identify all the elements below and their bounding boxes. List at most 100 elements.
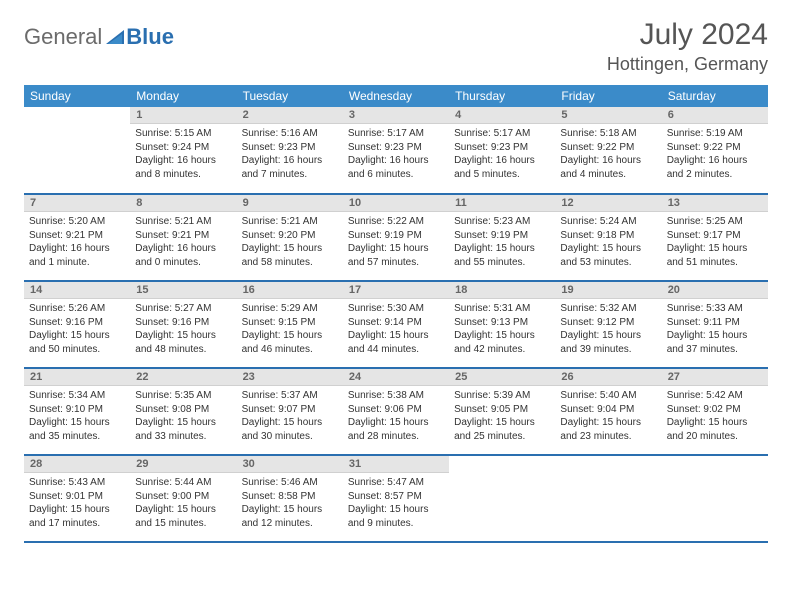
calendar-cell: 27Sunrise: 5:42 AMSunset: 9:02 PMDayligh… (662, 368, 768, 455)
sunrise-line: Sunrise: 5:43 AM (29, 476, 125, 490)
sunrise-line: Sunrise: 5:37 AM (242, 389, 338, 403)
day-details: Sunrise: 5:16 AMSunset: 9:23 PMDaylight:… (237, 124, 343, 184)
weekday-header: Friday (555, 85, 661, 107)
sunset-line: Sunset: 9:20 PM (242, 229, 338, 243)
day-number: 8 (130, 195, 236, 212)
calendar-cell: 10Sunrise: 5:22 AMSunset: 9:19 PMDayligh… (343, 194, 449, 281)
sunset-line: Sunset: 9:00 PM (135, 490, 231, 504)
logo-triangle-icon (106, 30, 124, 44)
sunrise-line: Sunrise: 5:39 AM (454, 389, 550, 403)
day-details: Sunrise: 5:20 AMSunset: 9:21 PMDaylight:… (24, 212, 130, 272)
logo-text-1: General (24, 24, 102, 50)
day-details: Sunrise: 5:46 AMSunset: 8:58 PMDaylight:… (237, 473, 343, 533)
day-number: 29 (130, 456, 236, 473)
calendar-cell: 8Sunrise: 5:21 AMSunset: 9:21 PMDaylight… (130, 194, 236, 281)
calendar-cell: 17Sunrise: 5:30 AMSunset: 9:14 PMDayligh… (343, 281, 449, 368)
sunrise-line: Sunrise: 5:26 AM (29, 302, 125, 316)
sunset-line: Sunset: 9:07 PM (242, 403, 338, 417)
sunset-line: Sunset: 9:23 PM (242, 141, 338, 155)
day-number: 12 (555, 195, 661, 212)
day-details: Sunrise: 5:27 AMSunset: 9:16 PMDaylight:… (130, 299, 236, 359)
calendar-cell: 19Sunrise: 5:32 AMSunset: 9:12 PMDayligh… (555, 281, 661, 368)
calendar-cell: 30Sunrise: 5:46 AMSunset: 8:58 PMDayligh… (237, 455, 343, 542)
day-number: 28 (24, 456, 130, 473)
sunset-line: Sunset: 9:10 PM (29, 403, 125, 417)
sunrise-line: Sunrise: 5:46 AM (242, 476, 338, 490)
day-number: 3 (343, 107, 449, 124)
day-details: Sunrise: 5:22 AMSunset: 9:19 PMDaylight:… (343, 212, 449, 272)
daylight-line: Daylight: 16 hours and 0 minutes. (135, 242, 231, 269)
day-number: 14 (24, 282, 130, 299)
weekday-header: Sunday (24, 85, 130, 107)
daylight-line: Daylight: 15 hours and 58 minutes. (242, 242, 338, 269)
day-number: 22 (130, 369, 236, 386)
sunrise-line: Sunrise: 5:31 AM (454, 302, 550, 316)
calendar-cell (555, 455, 661, 542)
weekday-header: Thursday (449, 85, 555, 107)
day-details: Sunrise: 5:35 AMSunset: 9:08 PMDaylight:… (130, 386, 236, 446)
day-number: 6 (662, 107, 768, 124)
daylight-line: Daylight: 15 hours and 51 minutes. (667, 242, 763, 269)
daylight-line: Daylight: 15 hours and 30 minutes. (242, 416, 338, 443)
sunrise-line: Sunrise: 5:21 AM (135, 215, 231, 229)
daylight-line: Daylight: 15 hours and 15 minutes. (135, 503, 231, 530)
sunset-line: Sunset: 9:02 PM (667, 403, 763, 417)
daylight-line: Daylight: 15 hours and 53 minutes. (560, 242, 656, 269)
sunset-line: Sunset: 9:23 PM (454, 141, 550, 155)
daylight-line: Daylight: 16 hours and 8 minutes. (135, 154, 231, 181)
calendar-cell (24, 107, 130, 194)
sunset-line: Sunset: 9:18 PM (560, 229, 656, 243)
calendar-cell (662, 455, 768, 542)
calendar-table: Sunday Monday Tuesday Wednesday Thursday… (24, 85, 768, 543)
day-details: Sunrise: 5:26 AMSunset: 9:16 PMDaylight:… (24, 299, 130, 359)
day-number: 2 (237, 107, 343, 124)
day-details: Sunrise: 5:17 AMSunset: 9:23 PMDaylight:… (449, 124, 555, 184)
logo: General Blue (24, 18, 174, 50)
weekday-header-row: Sunday Monday Tuesday Wednesday Thursday… (24, 85, 768, 107)
day-details: Sunrise: 5:43 AMSunset: 9:01 PMDaylight:… (24, 473, 130, 533)
day-details: Sunrise: 5:18 AMSunset: 9:22 PMDaylight:… (555, 124, 661, 184)
calendar-cell: 18Sunrise: 5:31 AMSunset: 9:13 PMDayligh… (449, 281, 555, 368)
sunrise-line: Sunrise: 5:21 AM (242, 215, 338, 229)
day-details: Sunrise: 5:39 AMSunset: 9:05 PMDaylight:… (449, 386, 555, 446)
day-number: 31 (343, 456, 449, 473)
sunrise-line: Sunrise: 5:15 AM (135, 127, 231, 141)
sunset-line: Sunset: 9:23 PM (348, 141, 444, 155)
calendar-cell (449, 455, 555, 542)
day-details: Sunrise: 5:34 AMSunset: 9:10 PMDaylight:… (24, 386, 130, 446)
header: General Blue July 2024 Hottingen, German… (24, 18, 768, 75)
day-number: 15 (130, 282, 236, 299)
day-number: 5 (555, 107, 661, 124)
day-details: Sunrise: 5:21 AMSunset: 9:21 PMDaylight:… (130, 212, 236, 272)
weekday-header: Monday (130, 85, 236, 107)
daylight-line: Daylight: 15 hours and 37 minutes. (667, 329, 763, 356)
sunset-line: Sunset: 9:24 PM (135, 141, 231, 155)
sunset-line: Sunset: 9:17 PM (667, 229, 763, 243)
sunrise-line: Sunrise: 5:34 AM (29, 389, 125, 403)
title-block: July 2024 Hottingen, Germany (607, 18, 768, 75)
day-details: Sunrise: 5:23 AMSunset: 9:19 PMDaylight:… (449, 212, 555, 272)
day-details: Sunrise: 5:29 AMSunset: 9:15 PMDaylight:… (237, 299, 343, 359)
sunset-line: Sunset: 9:16 PM (29, 316, 125, 330)
calendar-cell: 25Sunrise: 5:39 AMSunset: 9:05 PMDayligh… (449, 368, 555, 455)
sunrise-line: Sunrise: 5:44 AM (135, 476, 231, 490)
sunset-line: Sunset: 9:13 PM (454, 316, 550, 330)
calendar-cell: 31Sunrise: 5:47 AMSunset: 8:57 PMDayligh… (343, 455, 449, 542)
sunset-line: Sunset: 9:14 PM (348, 316, 444, 330)
calendar-cell: 6Sunrise: 5:19 AMSunset: 9:22 PMDaylight… (662, 107, 768, 194)
calendar-cell: 29Sunrise: 5:44 AMSunset: 9:00 PMDayligh… (130, 455, 236, 542)
day-details: Sunrise: 5:21 AMSunset: 9:20 PMDaylight:… (237, 212, 343, 272)
day-details: Sunrise: 5:44 AMSunset: 9:00 PMDaylight:… (130, 473, 236, 533)
sunset-line: Sunset: 9:22 PM (560, 141, 656, 155)
sunrise-line: Sunrise: 5:40 AM (560, 389, 656, 403)
calendar-cell: 7Sunrise: 5:20 AMSunset: 9:21 PMDaylight… (24, 194, 130, 281)
day-details: Sunrise: 5:42 AMSunset: 9:02 PMDaylight:… (662, 386, 768, 446)
calendar-row: 1Sunrise: 5:15 AMSunset: 9:24 PMDaylight… (24, 107, 768, 194)
day-number: 21 (24, 369, 130, 386)
sunset-line: Sunset: 9:21 PM (135, 229, 231, 243)
sunrise-line: Sunrise: 5:24 AM (560, 215, 656, 229)
day-details: Sunrise: 5:40 AMSunset: 9:04 PMDaylight:… (555, 386, 661, 446)
day-number: 18 (449, 282, 555, 299)
sunrise-line: Sunrise: 5:16 AM (242, 127, 338, 141)
calendar-cell: 5Sunrise: 5:18 AMSunset: 9:22 PMDaylight… (555, 107, 661, 194)
